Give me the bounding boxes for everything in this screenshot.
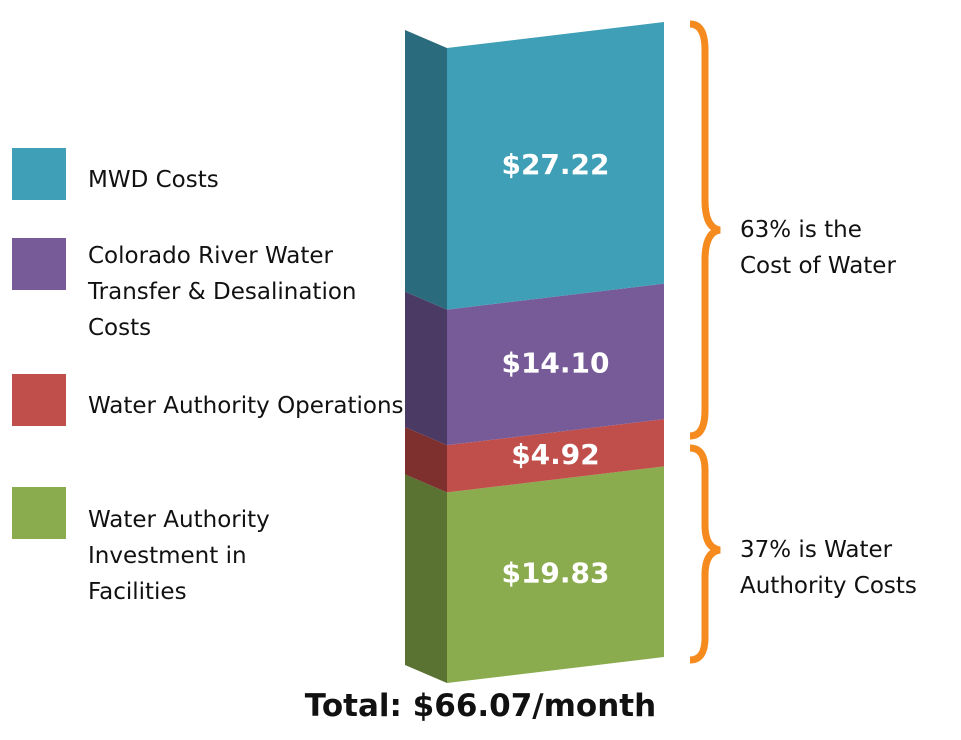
bar-segment xyxy=(447,283,664,446)
value-label: $4.92 xyxy=(511,438,600,471)
bar-segment xyxy=(447,466,664,683)
bar-side xyxy=(405,291,447,446)
legend-label: Water Authority Operations xyxy=(88,393,404,419)
annotation: 63% is the Cost of Water xyxy=(740,217,896,279)
value-label: $27.22 xyxy=(501,148,609,181)
bar-segment xyxy=(447,22,664,310)
legend-swatch xyxy=(12,487,66,539)
legend-swatch xyxy=(12,374,66,426)
chart-title: Total: $66.07/month xyxy=(304,688,657,724)
bar-side xyxy=(405,30,447,310)
value-label: $14.10 xyxy=(501,346,609,379)
legend-label: Water Authority Investment in Facilities xyxy=(88,507,270,605)
bar-side xyxy=(405,427,447,493)
brace xyxy=(689,20,721,440)
bar-side xyxy=(405,474,447,683)
legend-swatch xyxy=(12,238,66,290)
legend-swatch xyxy=(12,148,66,200)
bar-segment xyxy=(447,419,664,493)
legend-label: MWD Costs xyxy=(88,167,219,193)
annotation: 37% is Water Authority Costs xyxy=(740,537,917,599)
value-label: $19.83 xyxy=(501,557,609,590)
legend-label: Colorado River Water Transfer & Desalina… xyxy=(88,243,357,341)
brace xyxy=(689,444,721,664)
